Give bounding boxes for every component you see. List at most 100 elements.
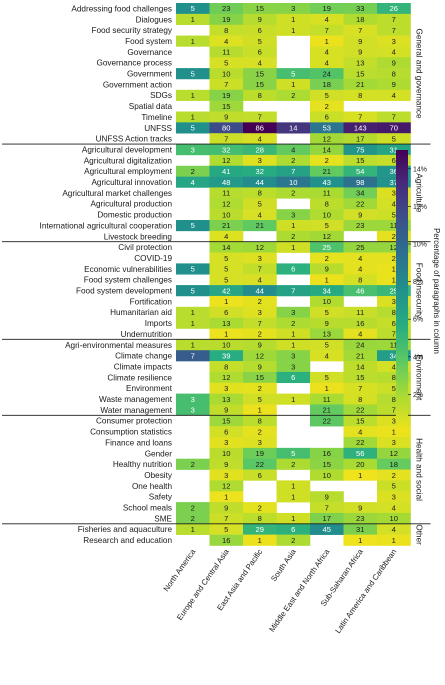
group-label: Agriculture — [415, 173, 424, 213]
row-label: Governance — [127, 48, 172, 57]
heatmap-cell — [176, 393, 210, 405]
heatmap-cell — [310, 100, 344, 112]
heatmap-cell — [209, 57, 244, 69]
column-label: North America — [162, 547, 198, 593]
heatmap-cell — [377, 187, 411, 199]
heatmap-cell — [176, 165, 210, 177]
cell-value-label: 2 — [392, 232, 396, 241]
cell-value-label: 98 — [356, 178, 364, 187]
cell-value-label: 1 — [325, 37, 329, 46]
heatmap-cell — [343, 241, 378, 253]
cell-value-label: 3 — [392, 189, 396, 198]
cell-value-label: 9 — [392, 80, 396, 89]
cell-value-label: 53 — [323, 124, 331, 133]
row-label: Addressing food challenges — [71, 4, 172, 13]
heatmap-cell — [276, 350, 311, 362]
cell-value-label: 42 — [222, 286, 230, 295]
cell-value-label: 1 — [258, 406, 262, 415]
row-label: One health — [132, 482, 173, 491]
heatmap-cell — [176, 404, 210, 416]
heatmap-cell — [377, 241, 411, 253]
row-label: Livestock breeding — [104, 232, 173, 241]
heatmap-cell — [243, 165, 277, 177]
heatmap-cell — [377, 480, 411, 492]
heatmap-cell — [209, 274, 244, 286]
heatmap-cell — [209, 491, 244, 503]
cell-value-label: 31 — [356, 525, 364, 534]
cell-value-label: 1 — [191, 15, 195, 24]
cell-value-label: 10 — [323, 210, 331, 219]
cell-value-label: 10 — [222, 210, 230, 219]
cell-value-label: 56 — [356, 449, 364, 458]
heatmap-cell — [209, 469, 244, 481]
cell-value-label: 7 — [258, 113, 262, 122]
cell-value-label: 11 — [390, 341, 398, 350]
heatmap-cell — [209, 328, 244, 340]
cell-value-label: 1 — [358, 471, 362, 480]
cell-value-label: 12 — [222, 373, 230, 382]
cell-value-label: 15 — [256, 69, 264, 78]
cell-value-label: 43 — [323, 178, 331, 187]
heatmap-cell — [209, 100, 244, 112]
heatmap-cell — [176, 68, 210, 80]
heatmap-cell — [310, 68, 344, 80]
heatmap-cell — [243, 122, 277, 134]
heatmap-cell — [209, 78, 244, 91]
cell-value-label: 1 — [291, 492, 295, 501]
cell-value-label: 7 — [191, 351, 195, 360]
heatmap-cell — [243, 252, 277, 264]
heatmap-cell — [343, 176, 378, 188]
column-label: South Asia — [269, 547, 298, 583]
heatmap-cell — [176, 122, 210, 134]
heatmap-cell — [310, 176, 344, 188]
heatmap-cell — [377, 89, 411, 101]
heatmap-cell — [343, 154, 378, 167]
heatmap-cell — [176, 111, 210, 123]
cell-value-label: 15 — [356, 373, 364, 382]
heatmap-cell — [243, 523, 277, 535]
cell-value-label: 39 — [222, 351, 230, 360]
heatmap-cell — [209, 306, 244, 318]
cell-value-label: 4 — [392, 200, 396, 209]
heatmap-cell — [243, 469, 277, 481]
cell-value-label: 1 — [258, 536, 262, 545]
heatmap-cell — [377, 415, 411, 427]
cell-value-label: 4 — [325, 15, 329, 24]
cell-value-label: 8 — [392, 308, 396, 317]
heatmap-cell — [377, 122, 411, 134]
cell-value-label: 4 — [392, 503, 396, 512]
heatmap-cell — [377, 252, 411, 264]
heatmap-cell — [243, 263, 277, 275]
heatmap-cell — [343, 220, 378, 232]
heatmap-cell — [377, 230, 411, 242]
cell-value-label: 7 — [325, 26, 329, 35]
cell-value-label: 32 — [256, 167, 264, 176]
group-label: Health and social — [415, 438, 424, 501]
cell-value-label: 24 — [356, 341, 364, 350]
row-label: SDGs — [150, 91, 172, 100]
cell-value-label: 12 — [222, 482, 230, 491]
heatmap-cell — [209, 144, 244, 156]
cell-value-label: 21 — [222, 221, 230, 230]
heatmap-cell — [209, 447, 244, 459]
cell-value-label: 5 — [224, 275, 228, 284]
heatmap-cell — [243, 426, 277, 438]
heatmap-cell — [209, 350, 244, 362]
cell-value-label: 7 — [291, 167, 295, 176]
heatmap-cell — [310, 209, 344, 221]
heatmap-cell — [310, 35, 344, 47]
cell-value-label: 6 — [258, 471, 262, 480]
heatmap-cell — [343, 68, 378, 80]
row-label: School meals — [123, 504, 172, 513]
cell-value-label: 6 — [224, 427, 228, 436]
heatmap-cell — [209, 502, 244, 514]
row-label: SME — [154, 514, 172, 523]
row-label: Consumer protection — [96, 417, 172, 426]
heatmap-cell — [310, 187, 344, 199]
cell-value-label: 9 — [258, 15, 262, 24]
heatmap-cell — [310, 404, 344, 416]
heatmap-cell — [343, 252, 378, 264]
cell-value-label: 15 — [222, 102, 230, 111]
cell-value-label: 15 — [323, 460, 331, 469]
